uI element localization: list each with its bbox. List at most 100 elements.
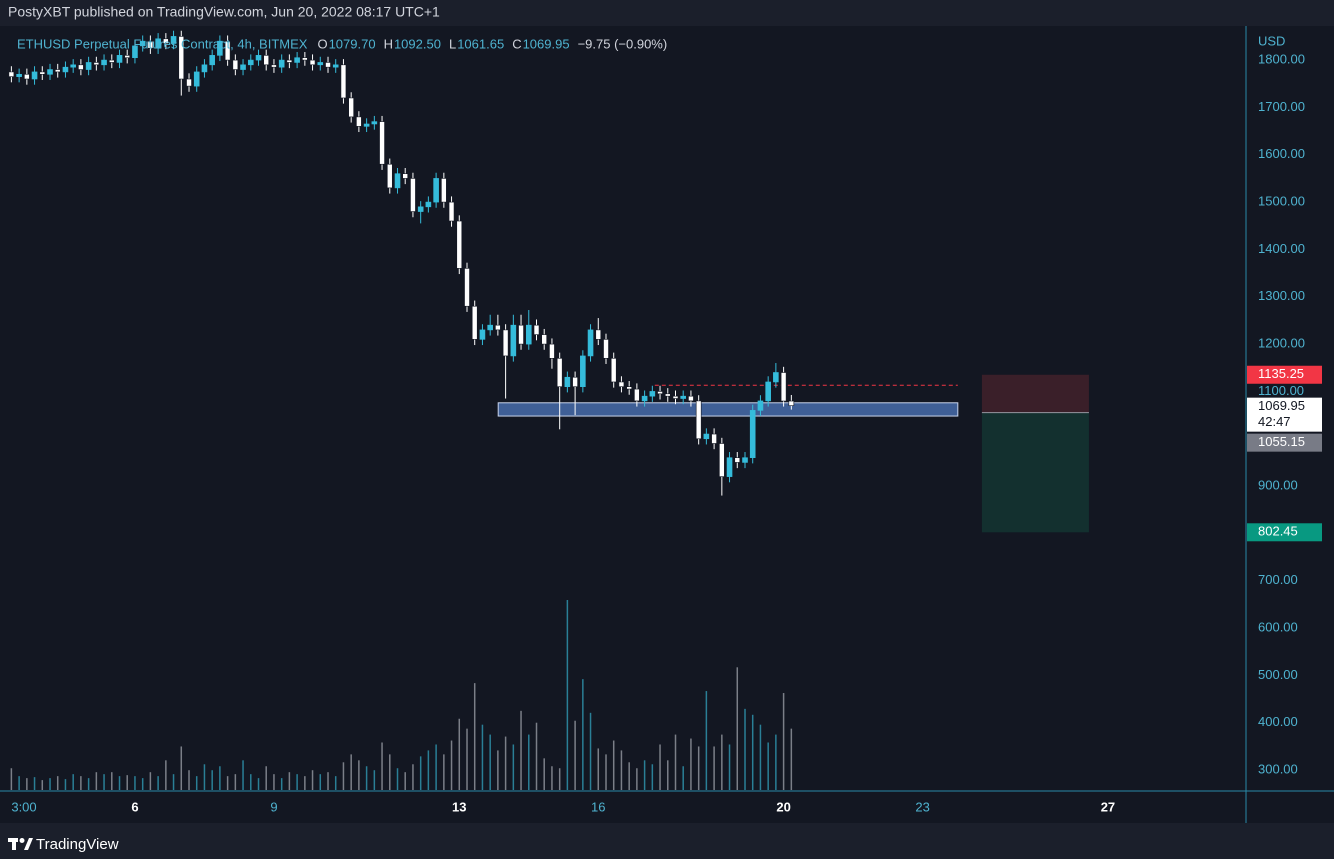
candle-body xyxy=(247,59,254,66)
y-tick-label: 1600.00 xyxy=(1258,146,1305,161)
volume-bar xyxy=(643,760,646,790)
publish-info: PostyXBT published on TradingView.com, J… xyxy=(8,4,440,20)
candle-body xyxy=(634,388,640,402)
candle-body xyxy=(201,64,208,73)
candle-body xyxy=(309,59,316,66)
volume-bar xyxy=(412,764,414,790)
volume-bar xyxy=(520,710,522,790)
volume-bar xyxy=(435,744,437,790)
volume-bar xyxy=(751,714,754,790)
volume-bar xyxy=(651,764,654,790)
candle-body xyxy=(742,457,748,463)
candle-body xyxy=(271,64,277,68)
volume-bar xyxy=(775,734,777,790)
candle-body xyxy=(255,55,262,61)
volume-bar xyxy=(280,778,283,790)
volume-bar xyxy=(195,776,198,790)
volume-bar xyxy=(466,728,468,790)
volume-bar xyxy=(273,774,275,790)
candle-body xyxy=(85,62,92,70)
tv-logo xyxy=(8,838,33,850)
y-tick-label: 300.00 xyxy=(1258,762,1298,777)
candle-body xyxy=(379,121,385,165)
candle-body xyxy=(541,334,548,345)
y-tick-label: 900.00 xyxy=(1258,478,1298,493)
volume-bar xyxy=(713,746,715,790)
volume-bar xyxy=(358,760,360,790)
candle-body xyxy=(749,410,756,459)
x-tick-label: 20 xyxy=(776,799,790,814)
candle-body xyxy=(502,329,509,357)
volume-bar xyxy=(659,744,661,790)
candle-body xyxy=(340,64,347,99)
volume-bar xyxy=(296,774,298,790)
candle-body xyxy=(734,457,741,463)
candle-body xyxy=(139,40,146,47)
volume-bar xyxy=(319,774,322,790)
volume-bar xyxy=(690,738,692,790)
volume-bar xyxy=(551,766,553,790)
legend-text: 1092.50 xyxy=(394,36,441,51)
candle-body xyxy=(448,201,455,222)
candle-body xyxy=(711,433,717,444)
candle-body xyxy=(595,329,602,340)
volume-bar xyxy=(473,683,476,790)
price-label: 1135.25 xyxy=(1258,366,1304,381)
price-label-bg xyxy=(1247,523,1322,542)
volume-bar xyxy=(419,756,422,790)
volume-bar xyxy=(381,742,383,790)
candle-body xyxy=(70,64,76,68)
candle-body xyxy=(332,64,339,68)
candle-body xyxy=(610,357,617,383)
volume-bar xyxy=(605,754,607,790)
candle-body xyxy=(263,55,270,66)
volume-bar xyxy=(342,762,345,790)
candle-body xyxy=(664,393,671,397)
volume-bar xyxy=(80,776,82,790)
volume-bar xyxy=(118,776,121,790)
volume-bar xyxy=(95,772,98,790)
brand: TradingView xyxy=(36,836,119,853)
volume-bar xyxy=(10,768,13,790)
volume-bar xyxy=(674,734,677,790)
volume-bar xyxy=(33,777,36,790)
candle-body xyxy=(371,121,378,125)
volume-bar xyxy=(72,774,74,790)
support-zone xyxy=(497,402,959,417)
volume-bar xyxy=(705,691,708,790)
candle-body xyxy=(363,123,370,127)
x-tick-label: 27 xyxy=(1101,799,1115,814)
volume-bar xyxy=(682,766,684,790)
legend-text: ETHUSD Perpetual Futures Contract, 4h, B… xyxy=(17,36,308,51)
volume-bar xyxy=(744,708,746,790)
candle-body xyxy=(24,73,30,80)
candle-body xyxy=(471,305,478,340)
y-tick-label: 1500.00 xyxy=(1258,194,1305,209)
price-label: 802.45 xyxy=(1258,524,1298,539)
price-label: 1055.15 xyxy=(1258,434,1305,449)
volume-bar xyxy=(157,776,159,790)
top-bar xyxy=(0,0,1334,26)
candle-body xyxy=(680,395,687,399)
candle-body xyxy=(688,395,694,402)
x-tick-label: 3:00 xyxy=(11,799,36,814)
volume-bar xyxy=(49,778,51,790)
candle-body xyxy=(39,71,46,75)
candle-body xyxy=(163,38,169,44)
y-tick-label: 700.00 xyxy=(1258,572,1298,587)
volume-bar xyxy=(759,724,762,790)
volume-bar xyxy=(481,724,484,790)
volume-bar xyxy=(574,720,576,790)
candle-body xyxy=(580,355,586,387)
candle-body xyxy=(518,324,524,345)
y-tick-label: 400.00 xyxy=(1258,714,1298,729)
current-price-bg xyxy=(1247,397,1322,432)
candle-body xyxy=(441,178,447,203)
volume-bar xyxy=(242,760,244,790)
volume-bar xyxy=(628,762,630,790)
volume-bar xyxy=(111,772,113,790)
volume-bar xyxy=(667,760,669,790)
x-tick-label: 6 xyxy=(131,799,138,814)
